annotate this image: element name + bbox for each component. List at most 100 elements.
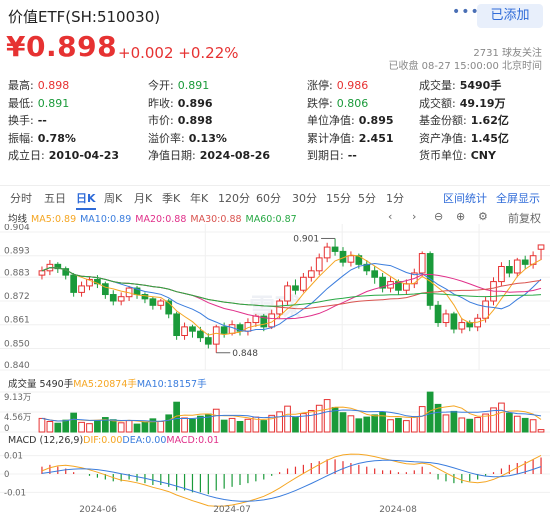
price-tick: 0.904 — [4, 224, 30, 233]
stat-cell: 跌停: 0.806 — [307, 95, 368, 111]
tab-7[interactable]: 120分 — [218, 192, 250, 205]
high-annotation: 0.901 — [293, 234, 319, 244]
candle — [300, 276, 307, 291]
stat-cell: 净值日期: 2024-08-26 — [148, 147, 270, 163]
macd-chart[interactable]: 0.01 0 -0.01 2024-06 2024-07 2024-08 — [0, 446, 550, 516]
volume-bar — [347, 415, 355, 433]
candle — [521, 259, 529, 265]
market-status: 已收盘 08-27 15:00:00 北京时间 — [388, 61, 542, 72]
volume-bar — [529, 419, 537, 433]
volume-bar — [94, 420, 101, 433]
stat-label: 市价: — [148, 114, 174, 127]
tab-0[interactable]: 分时 — [10, 192, 32, 205]
candle — [149, 298, 157, 306]
followers-count[interactable]: 2731 球友关注 — [473, 48, 542, 59]
x-tick: 2024-08 — [379, 505, 417, 515]
price-tick: 0.850 — [4, 339, 30, 349]
zoom-in-icon[interactable]: ⊕ — [456, 210, 466, 223]
tab-5[interactable]: 季K — [162, 192, 181, 205]
tab-8[interactable]: 60分 — [256, 192, 281, 205]
volume-bar — [236, 420, 244, 433]
volume-bar — [268, 414, 276, 433]
ma-line-60 — [41, 267, 542, 307]
interval-stats-link[interactable]: 区间统计 — [443, 192, 487, 205]
candle — [347, 255, 355, 263]
volume-tick: 0 — [4, 424, 9, 434]
settings-icon[interactable]: ⚙ — [478, 210, 488, 223]
stat-value: 0.898 — [177, 114, 213, 127]
candle — [38, 270, 46, 276]
tab-1[interactable]: 五日 — [44, 192, 66, 205]
legend-item: MACD (12,26,9) — [8, 435, 84, 446]
volume-bar — [339, 412, 347, 433]
price-tick: 0.861 — [4, 316, 30, 326]
candle — [371, 270, 379, 278]
volume-bar — [62, 419, 70, 433]
candle — [418, 253, 426, 274]
stat-value: 2024-08-26 — [199, 149, 271, 162]
vol-ma-10 — [41, 409, 542, 422]
x-tick: 2024-06 — [79, 505, 117, 515]
price-tick: 0.840 — [4, 361, 30, 371]
volume-bar — [434, 403, 442, 433]
stat-cell: 今开: 0.891 — [148, 77, 209, 93]
adjust-mode[interactable]: 前复权 — [508, 212, 541, 225]
candle — [379, 276, 386, 289]
volume-bar — [86, 423, 93, 433]
macd-legend: MACD (12,26,9)DIF:0.00DEA:0.00MACD:0.01 — [8, 435, 219, 446]
volume-bar — [505, 412, 513, 433]
volume-bar — [197, 415, 204, 433]
tab-12[interactable]: 1分 — [386, 192, 404, 205]
volume-bar — [410, 416, 418, 433]
volume-bar — [490, 407, 497, 433]
candle — [505, 266, 513, 274]
more-options-icon[interactable]: ••• — [452, 4, 480, 20]
ma-line-5 — [41, 254, 542, 336]
volume-bar — [46, 420, 54, 433]
quote-header: 价值ETF(SH:510030) ••• 已添加 — [0, 0, 550, 32]
tab-10[interactable]: 15分 — [326, 192, 351, 205]
ma-legend: 均线 MA5:0.89 MA10:0.89 MA20:0.88 MA30:0.88 MA6… — [8, 211, 301, 225]
stat-label: 基金份额: — [419, 114, 467, 127]
volume-bar — [474, 417, 482, 433]
stat-cell: 涨停: 0.986 — [307, 77, 368, 93]
stat-value: -- — [347, 149, 357, 162]
fund-title: 价值ETF(SH:510030) — [8, 8, 161, 26]
stat-value: 2010-04-23 — [48, 149, 120, 162]
volume-tick: 9.13万 — [4, 393, 31, 403]
volume-bar — [513, 415, 521, 433]
tab-11[interactable]: 5分 — [358, 192, 376, 205]
candle — [307, 270, 315, 278]
volume-bar — [149, 418, 157, 433]
tab-6[interactable]: 年K — [190, 192, 209, 205]
candlestick-chart[interactable]: 0.9040.8930.8830.8720.8610.8500.840雪球0.9… — [0, 224, 550, 394]
stat-row: 最高: 0.898 今开: 0.891 涨停: 0.986 成交量: 5490手 — [8, 77, 548, 95]
x-tick: 2024-07 — [213, 505, 251, 515]
tab-2[interactable]: 日K — [76, 192, 96, 210]
candle — [498, 266, 505, 283]
volume-bar — [189, 418, 196, 433]
volume-bar — [323, 399, 331, 433]
next-icon[interactable]: › — [412, 210, 417, 223]
candle — [323, 246, 331, 259]
volume-bar — [300, 413, 307, 433]
tab-9[interactable]: 30分 — [292, 192, 317, 205]
prev-icon[interactable]: ‹ — [388, 210, 393, 223]
volume-bar — [458, 417, 466, 433]
candle — [109, 294, 117, 302]
volume-bar — [109, 419, 117, 433]
stat-cell: 最低: 0.891 — [8, 95, 69, 111]
stat-value: 5490手 — [459, 79, 502, 92]
volume-bar — [70, 412, 78, 433]
stat-label: 今开: — [148, 79, 174, 92]
volume-bar — [244, 418, 252, 433]
tab-4[interactable]: 月K — [134, 192, 153, 205]
stat-label: 成交量: — [419, 79, 456, 92]
fullscreen-link[interactable]: 全屏显示 — [496, 192, 540, 205]
zoom-out-icon[interactable]: ⊖ — [434, 210, 444, 223]
candle — [157, 300, 165, 306]
added-watchlist-button[interactable]: 已添加 — [477, 4, 543, 28]
candle — [165, 300, 173, 315]
tab-3[interactable]: 周K — [104, 192, 123, 205]
